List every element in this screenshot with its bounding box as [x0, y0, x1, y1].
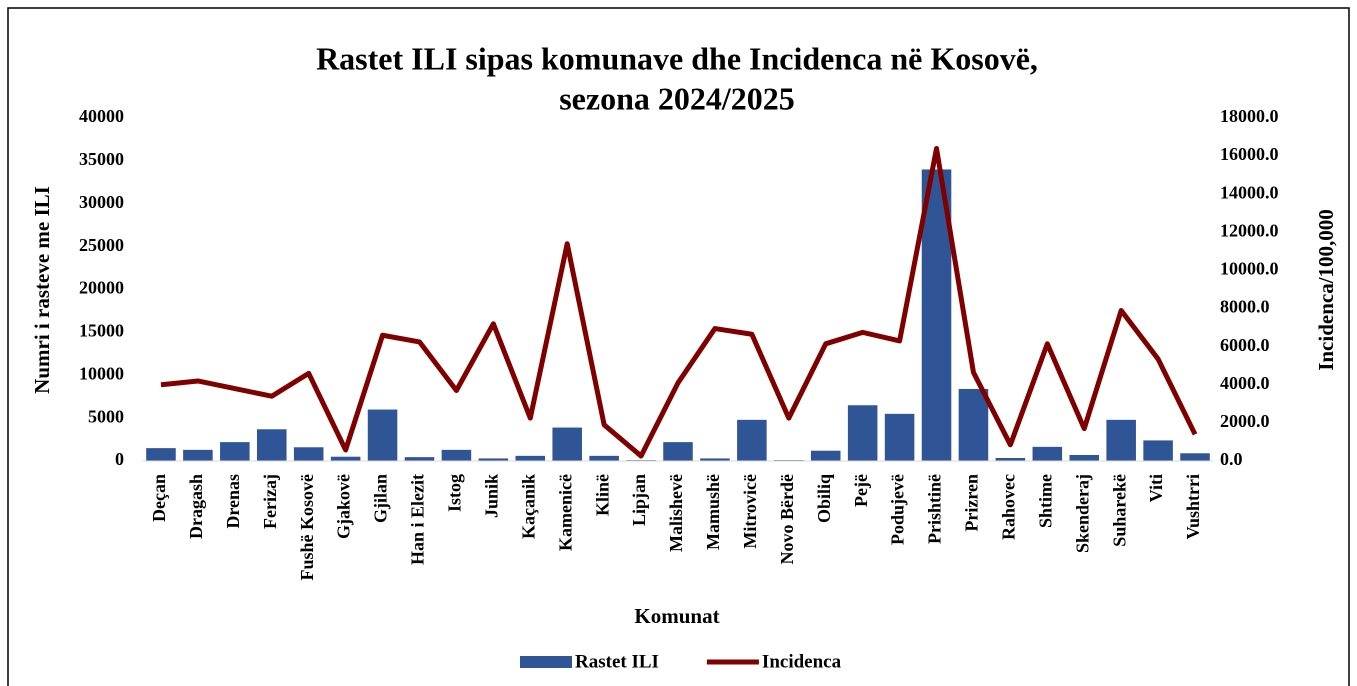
- y-tick-label: 25000: [79, 235, 124, 255]
- y2-tick-label: 4000.0: [1220, 373, 1270, 393]
- bar: [884, 413, 915, 461]
- y2-tick-label: 2000.0: [1220, 411, 1270, 431]
- y-tick-label: 0: [115, 449, 124, 469]
- x-tick-label: Gjilan: [371, 474, 391, 523]
- bar: [737, 419, 767, 461]
- x-tick-label: Suharekë: [1109, 474, 1129, 547]
- bar: [995, 457, 1026, 461]
- x-tick-label: Vushtrri: [1183, 474, 1203, 539]
- bar: [367, 409, 398, 461]
- legend-label: Incidenca: [762, 651, 842, 672]
- bar: [256, 429, 287, 461]
- y-tick-label: 15000: [79, 321, 124, 341]
- chart-title: sezona 2024/2025: [559, 80, 795, 116]
- bar: [810, 450, 841, 461]
- y-tick-label: 10000: [79, 363, 124, 383]
- bar: [1032, 446, 1063, 461]
- bar: [478, 458, 509, 461]
- x-tick-label: Shtime: [1035, 474, 1055, 528]
- bar: [589, 455, 619, 461]
- x-tick-label: Fushë Kosovë: [297, 474, 317, 581]
- bar: [146, 448, 176, 461]
- bar: [330, 456, 361, 461]
- y2-tick-label: 8000.0: [1220, 297, 1270, 317]
- x-tick-label: Ferizaj: [260, 474, 280, 529]
- bar: [293, 447, 324, 461]
- y2-tick-label: 16000.0: [1220, 144, 1279, 164]
- x-tick-label: Rahovec: [999, 474, 1019, 540]
- bar: [958, 388, 989, 461]
- x-tick-label: Mitrovicë: [740, 474, 760, 549]
- x-tick-label: Novo Bërdë: [777, 474, 797, 564]
- x-tick-label: Gjakovë: [334, 474, 354, 539]
- x-tick-label: Pejë: [851, 474, 871, 507]
- x-tick-label: Skenderaj: [1072, 474, 1092, 553]
- legend-label: Rastet ILI: [575, 651, 659, 672]
- bar: [515, 455, 546, 461]
- x-tick-label: Obiliq: [814, 474, 834, 523]
- bar: [220, 442, 250, 461]
- x-tick-label: Prizren: [962, 474, 982, 532]
- y2-tick-label: 10000.0: [1220, 259, 1279, 279]
- chart-title: Rastet ILI sipas komunave dhe Incidenca …: [316, 40, 1038, 76]
- x-tick-label: Viti: [1146, 474, 1166, 502]
- y2-tick-label: 18000.0: [1220, 106, 1279, 126]
- y-tick-label: 30000: [79, 192, 124, 212]
- x-tick-label: Drenas: [223, 474, 243, 529]
- y2-axis-label: Incidenca/100,000: [1314, 209, 1338, 371]
- y2-tick-label: 12000.0: [1220, 220, 1279, 240]
- bar: [441, 449, 472, 461]
- x-tick-label: Mamushë: [703, 474, 723, 550]
- bar: [183, 449, 213, 461]
- x-tick-label: Klinë: [592, 474, 612, 516]
- bar: [663, 442, 693, 461]
- chart-border: [7, 7, 1350, 686]
- bar: [404, 457, 435, 461]
- legend-swatch: [520, 656, 572, 668]
- x-tick-label: Kaçanik: [518, 474, 538, 539]
- x-tick-label: Junik: [481, 474, 501, 518]
- y-tick-label: 5000: [88, 406, 124, 426]
- x-tick-label: Istog: [445, 474, 465, 512]
- y2-tick-label: 0.0: [1220, 449, 1243, 469]
- y-tick-label: 20000: [79, 278, 124, 298]
- bar: [847, 405, 878, 461]
- x-tick-label: Prishtinë: [925, 474, 945, 544]
- bar: [1143, 440, 1173, 461]
- x-tick-label: Podujevë: [888, 474, 908, 545]
- bar: [700, 458, 730, 461]
- bar: [1069, 454, 1100, 461]
- x-tick-label: Malishevë: [666, 474, 686, 552]
- y2-tick-label: 14000.0: [1220, 182, 1279, 202]
- bar: [1180, 453, 1210, 461]
- x-tick-label: Kamenicë: [555, 474, 575, 551]
- y2-tick-label: 6000.0: [1220, 335, 1270, 355]
- x-tick-label: Han i Elezit: [408, 474, 428, 565]
- x-tick-label: Deçan: [149, 474, 169, 522]
- x-axis-label: Komunat: [634, 604, 719, 628]
- line: [160, 145, 1198, 459]
- x-tick-label: Lipjan: [629, 474, 649, 526]
- bar: [1106, 419, 1136, 461]
- bar: [552, 427, 582, 461]
- x-tick-label: Dragash: [186, 474, 206, 539]
- y-tick-label: 40000: [79, 106, 124, 126]
- y-tick-label: 35000: [79, 149, 124, 169]
- y-axis-label: Numri i rasteve me ILI: [30, 186, 54, 394]
